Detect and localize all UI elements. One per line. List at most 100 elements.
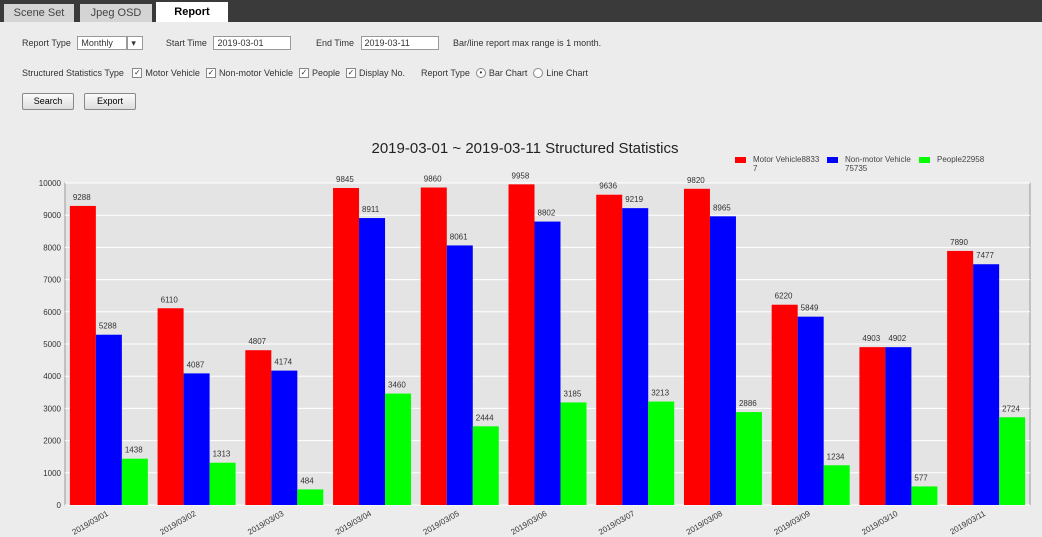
value-label: 9958 — [512, 171, 530, 180]
checkbox-label: Motor Vehicle — [145, 67, 200, 78]
value-label: 9219 — [625, 195, 643, 204]
start-time[interactable]: 2019-03-01 — [213, 36, 292, 50]
y-tick-label: 2000 — [43, 437, 61, 446]
checkbox[interactable]: ✓ — [132, 67, 143, 78]
radio-label: Line Chart — [546, 67, 588, 78]
bar — [709, 216, 736, 505]
time-row: Report Type Monthly ▾ Start Time 2019-03-… — [22, 36, 602, 50]
button[interactable]: Search — [22, 93, 74, 110]
bar — [973, 264, 1000, 505]
bar — [385, 393, 412, 505]
value-label: 4174 — [274, 358, 292, 367]
bar — [508, 184, 535, 505]
value-label: 5849 — [801, 304, 819, 313]
value-label: 9636 — [599, 182, 617, 191]
value-label: 6110 — [161, 295, 179, 304]
button[interactable]: Export — [84, 93, 136, 110]
y-tick-label: 10000 — [39, 179, 62, 188]
bar — [157, 308, 184, 505]
legend-item: Non-motor Vehicle75735 — [827, 155, 915, 173]
value-label: 8965 — [713, 203, 731, 212]
value-label: 3460 — [388, 381, 406, 390]
checkbox[interactable]: ✓ — [298, 67, 309, 78]
bar — [183, 373, 210, 505]
checkbox-label: Display No. — [359, 67, 406, 78]
label: Structured Statistics Type — [22, 67, 124, 78]
y-tick-label: 5000 — [43, 340, 61, 349]
bar — [622, 208, 649, 505]
label: Report Type — [421, 67, 470, 78]
bar — [823, 465, 850, 505]
value-label: 8911 — [362, 205, 380, 214]
bar — [911, 486, 938, 505]
checkbox[interactable]: ✓ — [205, 67, 216, 78]
bar — [95, 334, 122, 505]
note: Bar/line report max range is 1 month. — [453, 38, 602, 48]
legend-label: Motor Vehicle88337 — [753, 155, 820, 173]
bar — [472, 426, 499, 505]
bar — [121, 458, 148, 505]
value-label: 4903 — [862, 334, 880, 343]
tab[interactable]: Report — [156, 2, 228, 22]
chart-title: 2019-03-01 ~ 2019-03-11 Structured Stati… — [372, 140, 679, 157]
value-label: 484 — [300, 476, 314, 485]
bar — [446, 245, 473, 505]
value-label: 9845 — [336, 175, 354, 184]
value-label: 6220 — [775, 292, 793, 301]
y-tick-label: 4000 — [43, 372, 61, 381]
label: End Time — [315, 38, 354, 48]
select[interactable]: Monthly — [77, 36, 128, 50]
y-tick-label: 6000 — [43, 308, 61, 317]
bar — [420, 187, 447, 505]
checkbox[interactable]: ✓ — [346, 67, 357, 78]
bar — [560, 402, 587, 505]
radio[interactable]: • — [475, 67, 486, 78]
tab[interactable]: Jpeg OSD — [80, 4, 152, 22]
label: Report Type — [22, 38, 71, 48]
value-label: 9860 — [424, 175, 442, 184]
y-tick-label: 9000 — [43, 211, 61, 220]
end-time[interactable]: 2019-03-11 — [360, 36, 439, 50]
value-label: 1438 — [125, 446, 143, 455]
legend-label: People22958 — [937, 155, 985, 164]
tab[interactable]: Scene Set — [4, 4, 74, 22]
legend-item: People22958 — [919, 155, 1007, 164]
value-label: 1313 — [213, 450, 231, 459]
bar — [209, 462, 236, 505]
legend-swatch — [827, 157, 838, 163]
bar — [771, 304, 798, 505]
value-label: 3185 — [564, 389, 582, 398]
bar — [735, 412, 762, 505]
bar — [359, 218, 386, 505]
radio[interactable] — [533, 67, 544, 78]
checkbox-label: People — [311, 67, 341, 78]
value-label: 2444 — [476, 413, 494, 422]
value-label: 9820 — [687, 176, 705, 185]
y-tick-label: 0 — [57, 501, 62, 510]
value-label: 577 — [914, 473, 928, 482]
value-label: 1234 — [827, 452, 845, 461]
bar — [69, 205, 96, 505]
value-label: 4087 — [187, 360, 205, 369]
type-row: Structured Statistics Type ✓ Motor Vehicl… — [22, 67, 588, 78]
value-label: 9288 — [73, 193, 91, 202]
value-label: 8802 — [538, 209, 556, 218]
legend-swatch — [735, 157, 746, 163]
bar — [885, 347, 912, 505]
legend-item: Motor Vehicle88337 — [735, 155, 823, 173]
y-tick-label: 3000 — [43, 404, 61, 413]
y-tick-label: 8000 — [43, 243, 61, 252]
checkbox-label: Non-motor Vehicle — [218, 67, 293, 78]
value-label: 2886 — [739, 399, 757, 408]
legend-swatch — [919, 157, 930, 163]
value-label: 7890 — [950, 238, 968, 247]
bar — [333, 187, 360, 505]
bar — [596, 194, 623, 505]
value-label: 3213 — [651, 389, 669, 398]
tab-bar: Scene Set Jpeg OSD Report — [0, 0, 1042, 22]
bar — [245, 350, 272, 505]
value-label: 7477 — [976, 251, 994, 260]
bar — [683, 188, 710, 505]
value-label: 4807 — [248, 337, 266, 346]
